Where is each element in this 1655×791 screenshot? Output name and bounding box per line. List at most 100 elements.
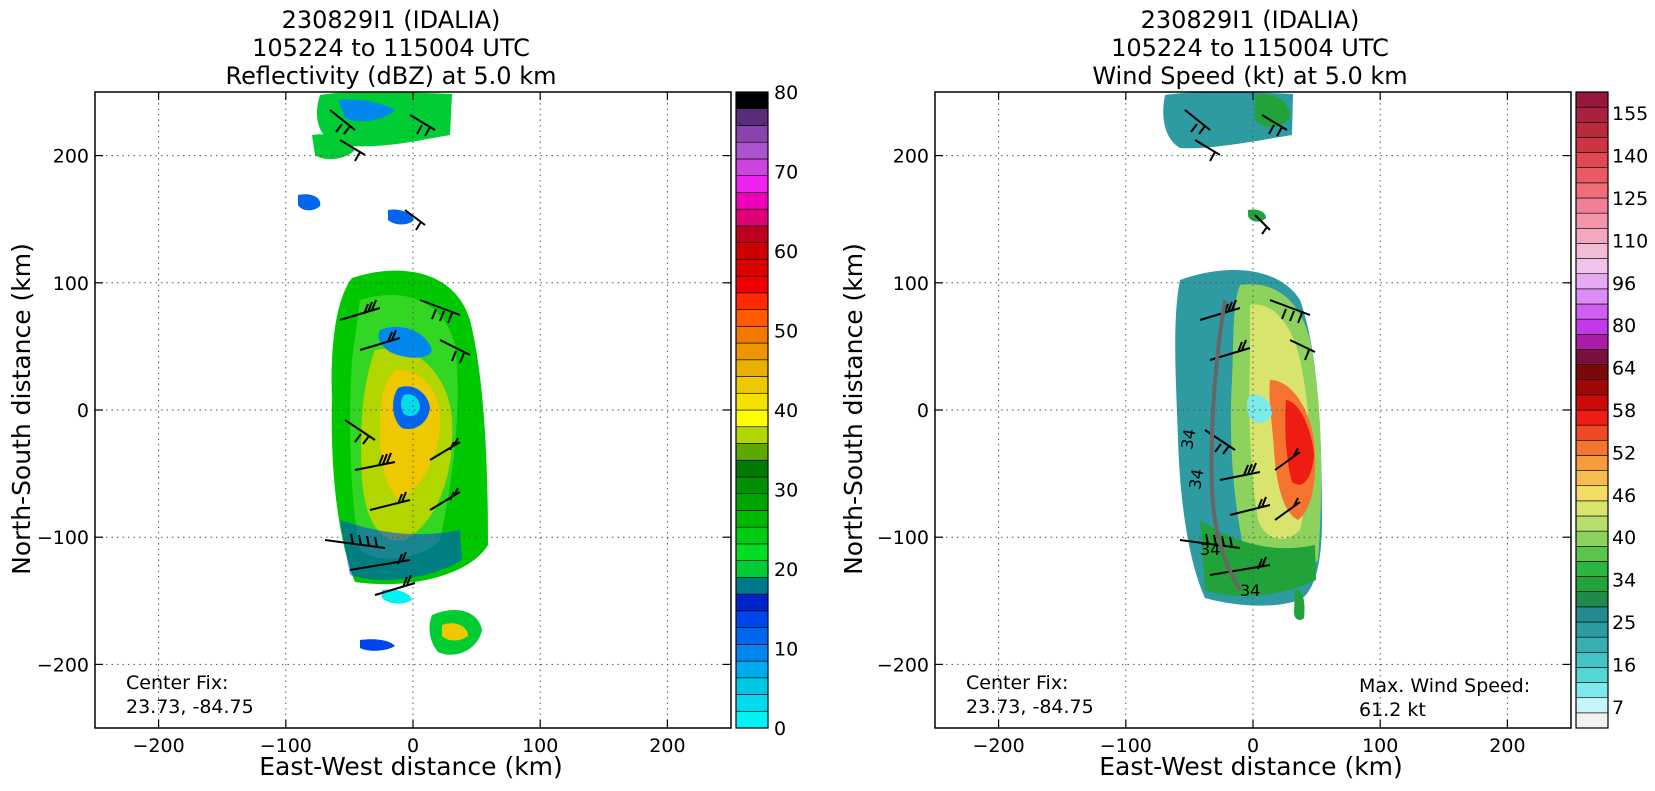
colorbar-swatch (1575, 470, 1609, 487)
colorbar-swatch (1575, 106, 1609, 123)
x-tick-label: 100 (1362, 735, 1398, 757)
y-tick-label: 0 (77, 400, 89, 422)
colorbar-tick-label: 52 (1612, 442, 1636, 464)
x-tick-label: 0 (407, 735, 419, 757)
colorbar-swatch (1575, 485, 1609, 502)
colorbar-swatch (1575, 500, 1609, 517)
colorbar-frame (735, 91, 769, 729)
colorbar-swatch (1575, 273, 1609, 290)
x-tick-label: −200 (973, 735, 1025, 757)
colorbar-swatch (1575, 455, 1609, 471)
left-title-line-3: Reflectivity (dBZ) at 5.0 km (226, 62, 557, 90)
x-tick-label: −100 (260, 735, 312, 757)
colorbar-swatch (735, 577, 769, 595)
colorbar-swatch (735, 476, 769, 494)
colorbar-swatch (735, 141, 769, 160)
y-tick-label: 200 (53, 146, 89, 168)
colorbar-tick-label: 64 (1612, 358, 1636, 380)
colorbar-swatch (735, 526, 769, 545)
colorbar-swatch (735, 158, 769, 176)
y-tick-label: 100 (53, 273, 89, 295)
colorbar-swatch (735, 292, 769, 310)
colorbar-swatch (1575, 243, 1609, 259)
x-tick-label: −100 (1100, 735, 1152, 757)
colorbar-swatch (735, 359, 769, 377)
right-annotation-line-2: 23.73, -84.75 (966, 696, 1094, 718)
x-tick-label: 200 (1489, 735, 1525, 757)
wind-speed-field (1163, 91, 1322, 620)
colorbar-swatch (735, 426, 769, 444)
max-wind-speed-value: 61.2 kt (1359, 699, 1426, 721)
colorbar-tick-label: 30 (774, 480, 798, 502)
wind-speed-colorbar: 7 16 25 34 40 46 52 58 64 80 96 110 125 140 155 (1575, 91, 1648, 729)
colorbar-swatch (735, 225, 769, 243)
right-x-axis-label: East-West distance (km) (1099, 752, 1403, 781)
colorbar-tick-label: 96 (1612, 273, 1636, 295)
y-tick-label: −200 (877, 654, 929, 676)
colorbar-swatch (735, 493, 769, 511)
colorbar-swatch (1575, 621, 1609, 638)
colorbar-swatch (1575, 667, 1609, 683)
colorbar-swatch (1575, 318, 1609, 335)
colorbar-tick-label: 40 (1612, 527, 1636, 549)
colorbar-swatch (735, 309, 769, 327)
colorbar-tick-label: 40 (774, 400, 798, 422)
colorbar-tick-label: 58 (1612, 400, 1636, 422)
colorbar-frame (1575, 91, 1609, 729)
right-y-axis-label: North-South distance (km) (839, 243, 868, 575)
colorbar-swatch (735, 242, 769, 260)
colorbar-tick-label: 125 (1612, 188, 1648, 210)
colorbar-swatch (735, 409, 769, 428)
colorbar-tick-label: 20 (774, 559, 798, 581)
reflectivity-plot-area (298, 91, 488, 655)
colorbar-swatch (1575, 394, 1609, 411)
wind-barbs (324, 109, 471, 596)
colorbar-swatch (1575, 712, 1609, 729)
left-title-line-2: 105224 to 115004 UTC (252, 34, 530, 62)
colorbar-swatch (1575, 182, 1609, 199)
colorbar-swatch (1575, 409, 1609, 426)
colorbar-tick-label: 80 (774, 82, 798, 104)
colorbar-swatch (1575, 561, 1609, 577)
colorbar-swatch (1575, 697, 1609, 714)
max-wind-speed-label: Max. Wind Speed: (1359, 675, 1530, 697)
colorbar-swatch (1575, 530, 1609, 547)
colorbar-swatch (1575, 424, 1609, 441)
colorbar-swatch (1575, 439, 1609, 456)
colorbar-swatch (735, 108, 769, 126)
colorbar-tick-label: 50 (774, 321, 798, 343)
colorbar-swatch (735, 125, 769, 143)
colorbar-swatch (735, 510, 769, 528)
colorbar-swatch (1575, 651, 1609, 668)
colorbar-swatch (1575, 303, 1609, 320)
left-y-axis-label: North-South distance (km) (7, 243, 36, 575)
x-tick-label: 0 (1247, 735, 1259, 757)
colorbar-swatch (1575, 364, 1609, 381)
contour-label: 34 (1177, 427, 1199, 450)
colorbar-tick-label: 7 (1612, 697, 1624, 719)
colorbar-swatch (735, 560, 769, 578)
colorbar-swatch (735, 259, 769, 277)
contour-label: 34 (1185, 467, 1207, 490)
colorbar-swatch (735, 91, 769, 110)
colorbar-swatch (735, 694, 769, 712)
colorbar-swatch (735, 392, 769, 411)
right-title-line-2: 105224 to 115004 UTC (1111, 34, 1389, 62)
colorbar-swatch (1575, 212, 1609, 229)
colorbar-swatch (735, 593, 769, 612)
y-tick-label: 200 (893, 146, 929, 168)
colorbar-tick-label: 60 (774, 241, 798, 263)
colorbar-swatch (1575, 167, 1609, 184)
colorbar-swatch (1575, 258, 1609, 275)
colorbar-swatch (735, 175, 769, 193)
colorbar-tick-label: 70 (774, 162, 798, 184)
left-x-axis-label: East-West distance (km) (259, 752, 563, 781)
colorbar-swatch (1575, 137, 1609, 153)
colorbar-tick-label: 0 (774, 718, 786, 740)
y-tick-label: 0 (917, 400, 929, 422)
x-tick-label: 100 (522, 735, 558, 757)
y-tick-label: −100 (877, 527, 929, 549)
colorbar-swatch (735, 342, 769, 361)
right-title-line-1: 230829I1 (IDALIA) (1141, 6, 1360, 34)
